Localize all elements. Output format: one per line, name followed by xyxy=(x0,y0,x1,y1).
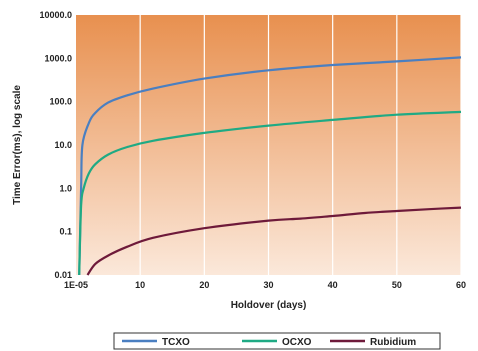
x-tick-label: 20 xyxy=(199,280,209,290)
x-tick-label: 30 xyxy=(263,280,273,290)
series-line-rubidium xyxy=(86,206,462,276)
series-line-ocxo xyxy=(78,110,462,276)
legend-label: OCXO xyxy=(282,337,312,348)
legend: TCXO OCXO Rubidium xyxy=(113,332,441,350)
x-tick-label: 40 xyxy=(328,280,338,290)
x-axis-title: Holdover (days) xyxy=(231,300,307,311)
y-axis-title: Time Error(ms), log scale xyxy=(12,85,23,205)
x-axis-ticks: 1E-05 10 20 30 40 50 60 xyxy=(64,280,466,290)
series-line-tcxo xyxy=(78,56,462,276)
series-lines xyxy=(78,56,462,276)
y-tick-label: 1.0 xyxy=(59,183,72,193)
x-tick-label: 50 xyxy=(392,280,402,290)
y-tick-label: 10000.0 xyxy=(39,10,72,20)
y-axis-ticks: 0.01 0.1 1.0 10.0 100.0 1000.0 10000.0 xyxy=(39,10,72,280)
x-tick-label: 10 xyxy=(135,280,145,290)
legend-label: Rubidium xyxy=(370,337,416,348)
legend-label: TCXO xyxy=(162,337,190,348)
x-tick-label: 1E-05 xyxy=(64,280,88,290)
y-tick-label: 10.0 xyxy=(54,140,72,150)
y-tick-label: 0.01 xyxy=(54,270,72,280)
y-tick-label: 0.1 xyxy=(59,227,72,237)
y-tick-label: 100.0 xyxy=(49,97,72,107)
y-tick-label: 1000.0 xyxy=(44,53,72,63)
x-tick-label: 60 xyxy=(456,280,466,290)
grid xyxy=(139,15,462,275)
